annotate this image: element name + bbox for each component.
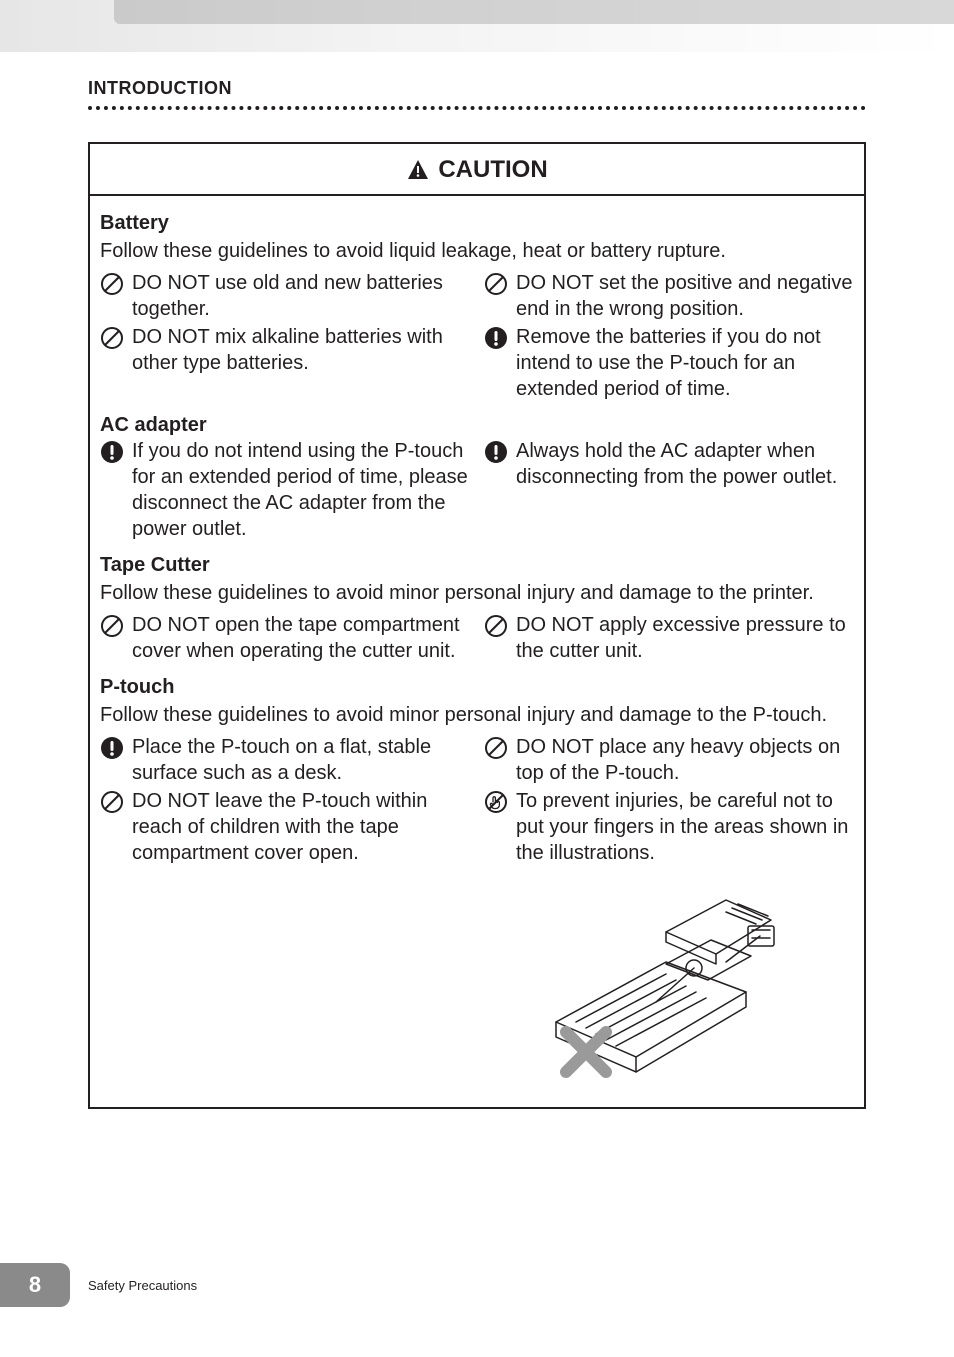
ac-right: Always hold the AC adapter when disconne…: [484, 438, 854, 544]
list-item: DO NOT mix alkaline batteries with other…: [100, 324, 470, 376]
warning-triangle-icon: [406, 158, 430, 182]
list-item: Always hold the AC adapter when disconne…: [484, 438, 854, 490]
prohibit-icon: [484, 736, 508, 760]
list-item: To prevent injuries, be careful not to p…: [484, 788, 854, 866]
battery-columns: DO NOT use old and new batteries togethe…: [100, 270, 854, 404]
item-text: If you do not intend using the P-touch f…: [132, 438, 470, 542]
list-item: Remove the batteries if you do not inten…: [484, 324, 854, 402]
item-text: Place the P-touch on a flat, stable surf…: [132, 734, 470, 786]
list-item: DO NOT leave the P-touch within reach of…: [100, 788, 470, 866]
ptouch-subtitle: Follow these guidelines to avoid minor p…: [100, 702, 854, 728]
pt-left: Place the P-touch on a flat, stable surf…: [100, 734, 470, 1089]
tc-right: DO NOT apply excessive pressure to the c…: [484, 612, 854, 666]
list-item: If you do not intend using the P-touch f…: [100, 438, 470, 542]
ptouch-title: P-touch: [100, 674, 854, 700]
item-text: DO NOT set the positive and negative end…: [516, 270, 854, 322]
caution-label: CAUTION: [438, 156, 547, 184]
section-title: INTRODUCTION: [88, 78, 232, 99]
caution-header: CAUTION: [90, 144, 864, 196]
item-text: DO NOT apply excessive pressure to the c…: [516, 612, 854, 664]
ac-adapter-columns: If you do not intend using the P-touch f…: [100, 438, 854, 544]
list-item: DO NOT set the positive and negative end…: [484, 270, 854, 322]
item-text: DO NOT place any heavy objects on top of…: [516, 734, 854, 786]
item-text: To prevent injuries, be careful not to p…: [516, 788, 854, 866]
page: INTRODUCTION CAUTION Battery Follow thes…: [0, 0, 954, 1357]
caution-box: CAUTION Battery Follow these guidelines …: [88, 142, 866, 1109]
item-text: Always hold the AC adapter when disconne…: [516, 438, 854, 490]
mandatory-icon: [100, 736, 124, 760]
ac-adapter-title: AC adapter: [100, 412, 854, 438]
caution-body: Battery Follow these guidelines to avoid…: [90, 196, 864, 1107]
pt-right: DO NOT place any heavy objects on top of…: [484, 734, 854, 1089]
battery-right: DO NOT set the positive and negative end…: [484, 270, 854, 404]
tc-left: DO NOT open the tape compartment cover w…: [100, 612, 470, 666]
footer: 8 Safety Precautions: [0, 1263, 197, 1307]
list-item: Place the P-touch on a flat, stable surf…: [100, 734, 470, 786]
section-divider: [88, 104, 866, 110]
prohibit-icon: [100, 326, 124, 350]
prohibit-icon: [100, 614, 124, 638]
prohibit-icon: [484, 614, 508, 638]
footer-text: Safety Precautions: [88, 1278, 197, 1293]
list-item: DO NOT apply excessive pressure to the c…: [484, 612, 854, 664]
battery-subtitle: Follow these guidelines to avoid liquid …: [100, 238, 854, 264]
mandatory-icon: [484, 326, 508, 350]
list-item: DO NOT place any heavy objects on top of…: [484, 734, 854, 786]
ptouch-illustration: [516, 872, 786, 1082]
battery-left: DO NOT use old and new batteries togethe…: [100, 270, 470, 404]
page-number: 8: [0, 1263, 70, 1307]
item-text: DO NOT leave the P-touch within reach of…: [132, 788, 470, 866]
header-band-bar: [114, 0, 954, 24]
no-touch-icon: [484, 790, 508, 814]
ptouch-columns: Place the P-touch on a flat, stable surf…: [100, 734, 854, 1089]
prohibit-icon: [484, 272, 508, 296]
tape-cutter-subtitle: Follow these guidelines to avoid minor p…: [100, 580, 854, 606]
mandatory-icon: [100, 440, 124, 464]
header-band: [0, 0, 954, 52]
item-text: Remove the batteries if you do not inten…: [516, 324, 854, 402]
battery-title: Battery: [100, 210, 854, 236]
item-text: DO NOT mix alkaline batteries with other…: [132, 324, 470, 376]
item-text: DO NOT open the tape compartment cover w…: [132, 612, 470, 664]
tape-cutter-columns: DO NOT open the tape compartment cover w…: [100, 612, 854, 666]
item-text: DO NOT use old and new batteries togethe…: [132, 270, 470, 322]
list-item: DO NOT use old and new batteries togethe…: [100, 270, 470, 322]
list-item: DO NOT open the tape compartment cover w…: [100, 612, 470, 664]
tape-cutter-title: Tape Cutter: [100, 552, 854, 578]
prohibit-icon: [100, 790, 124, 814]
mandatory-icon: [484, 440, 508, 464]
ac-left: If you do not intend using the P-touch f…: [100, 438, 470, 544]
prohibit-icon: [100, 272, 124, 296]
